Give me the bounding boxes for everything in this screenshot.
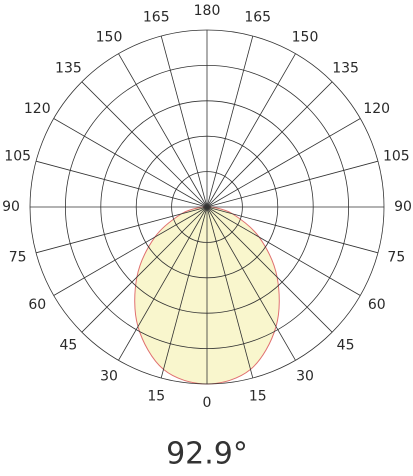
angle-label: 105	[383, 148, 410, 164]
angle-label: 150	[292, 29, 319, 45]
grid-spoke	[206, 35, 254, 208]
grid-spoke	[206, 206, 296, 361]
angle-label: 135	[55, 60, 82, 76]
angle-label: 75	[9, 250, 27, 266]
angle-label: 30	[296, 369, 314, 385]
grid-spoke	[81, 81, 208, 208]
angle-label: 120	[363, 101, 390, 117]
grid-spoke	[53, 206, 208, 296]
grid-spoke	[35, 206, 208, 254]
beam-angle: 92.9°	[166, 437, 248, 472]
grid-spoke	[160, 206, 208, 379]
grid-spoke	[206, 206, 379, 254]
angle-label: 45	[59, 338, 77, 354]
angle-label: 165	[244, 10, 271, 26]
angle-label: 90	[394, 199, 412, 215]
angle-label: 15	[249, 388, 267, 404]
angle-label: 165	[143, 10, 170, 26]
grid-spoke	[118, 53, 208, 208]
grid-spoke	[53, 118, 208, 208]
angle-label: 135	[332, 60, 359, 76]
grid-spoke	[35, 160, 208, 208]
grid-spoke	[118, 206, 208, 361]
angle-label: 180	[194, 3, 221, 19]
angle-label: 90	[2, 199, 20, 215]
angle-label: 45	[337, 338, 355, 354]
angle-label: 105	[4, 148, 31, 164]
angle-label: 120	[24, 101, 51, 117]
angle-label: 30	[100, 369, 118, 385]
grid-spoke	[160, 35, 208, 208]
grid-spoke	[206, 206, 254, 379]
angle-label: 150	[96, 29, 123, 45]
grid-spoke	[206, 118, 361, 208]
grid-spoke	[206, 81, 333, 208]
angle-label: 75	[387, 250, 405, 266]
angle-label: 60	[28, 297, 46, 313]
grid-spoke	[81, 206, 208, 333]
angle-label: 15	[147, 388, 165, 404]
angle-label: 60	[368, 297, 386, 313]
grid-spoke	[206, 53, 296, 208]
angle-label: 0	[203, 395, 212, 411]
grid-spoke	[206, 206, 361, 296]
grid-spoke	[206, 160, 379, 208]
grid-spoke	[206, 206, 333, 333]
